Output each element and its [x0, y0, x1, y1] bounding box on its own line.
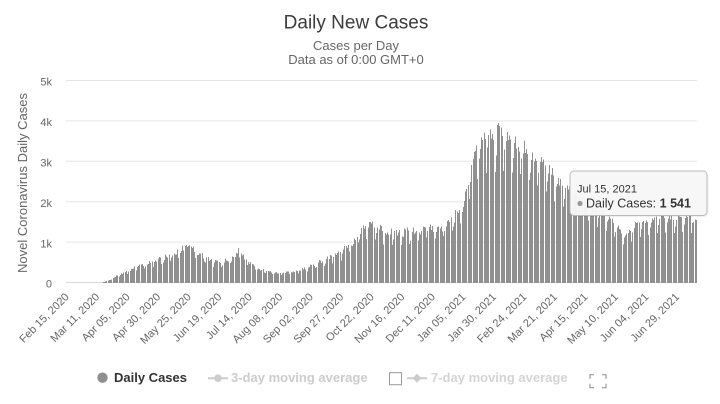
svg-text:Data as of 0:00 GMT+0: Data as of 0:00 GMT+0 — [288, 52, 423, 67]
svg-text:Jul 15, 2021: Jul 15, 2021 — [577, 184, 637, 196]
svg-text:Daily Cases: 1 541: Daily Cases: 1 541 — [586, 197, 691, 211]
svg-text:3k: 3k — [40, 158, 52, 170]
svg-text:4k: 4k — [40, 117, 52, 129]
svg-text:Cases per Day: Cases per Day — [313, 38, 399, 53]
svg-text:5k: 5k — [40, 77, 52, 89]
svg-text:0: 0 — [46, 279, 52, 291]
svg-text:3-day moving average: 3-day moving average — [231, 370, 368, 385]
svg-text:Daily Cases: Daily Cases — [114, 370, 187, 385]
svg-text:Novel Coronavirus Daily Cases: Novel Coronavirus Daily Cases — [15, 93, 30, 273]
svg-text:7-day moving average: 7-day moving average — [431, 370, 568, 385]
svg-text:2k: 2k — [40, 198, 52, 210]
svg-text:Daily New Cases: Daily New Cases — [284, 13, 429, 34]
svg-text:1k: 1k — [40, 238, 52, 250]
